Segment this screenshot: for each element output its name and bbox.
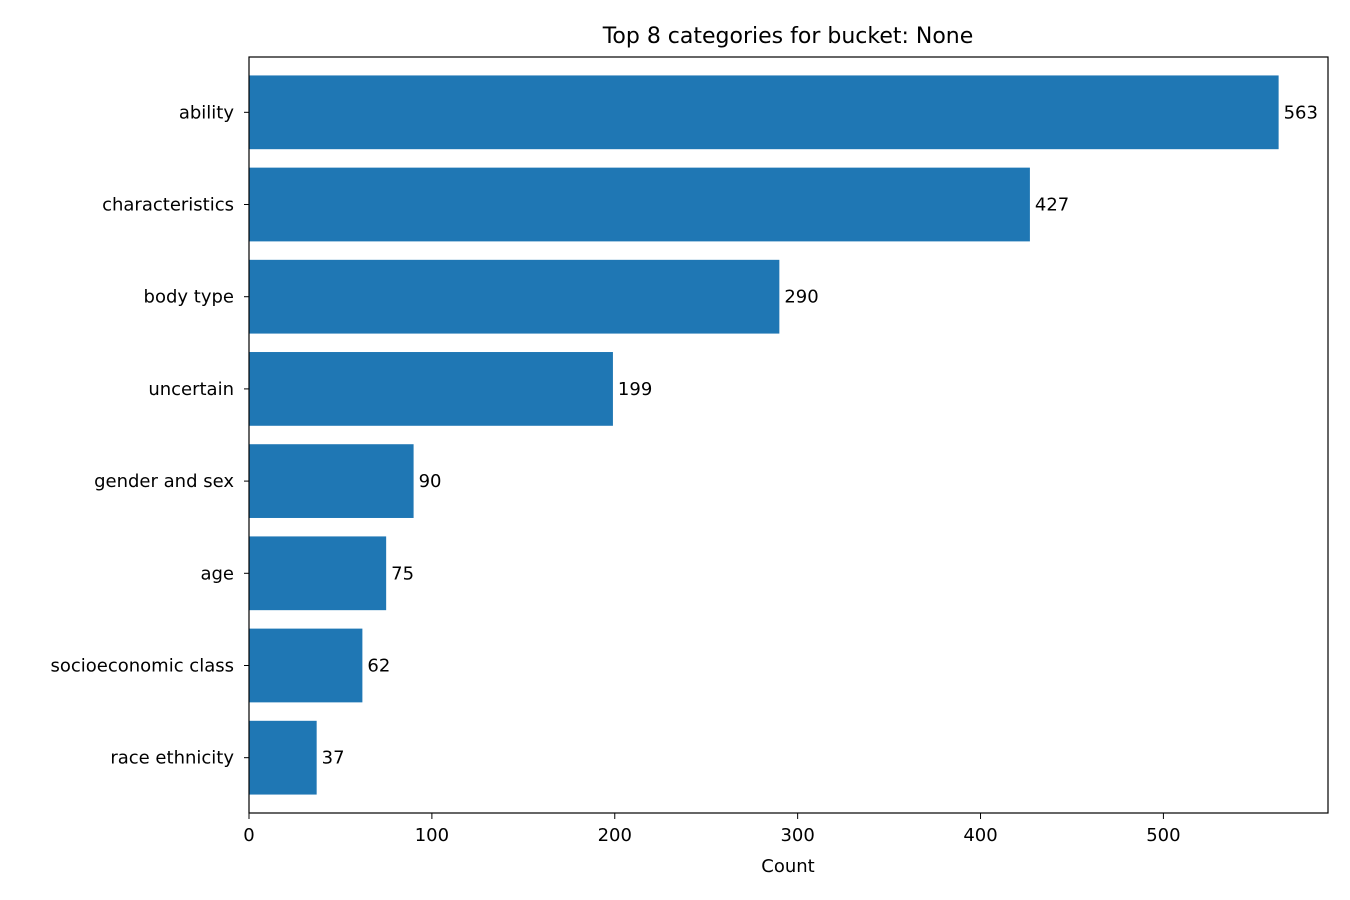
y-tick-label: age — [200, 563, 234, 584]
bar-ability — [249, 75, 1279, 150]
data-label: 62 — [367, 655, 390, 676]
data-label: 427 — [1035, 195, 1069, 216]
y-tick-label: characteristics — [102, 195, 234, 216]
data-label: 37 — [322, 748, 345, 769]
y-tick-label: socioeconomic class — [50, 655, 234, 676]
y-tick-label: uncertain — [148, 379, 234, 400]
data-label: 90 — [419, 471, 442, 492]
bar-characteristics — [249, 167, 1030, 242]
data-label: 75 — [391, 563, 414, 584]
axes-frame — [248, 56, 1329, 814]
bar-uncertain — [249, 352, 613, 426]
plot-area: ability 563 characteristics 427 body type 290… — [50, 56, 1329, 846]
x-tick-label: 100 — [415, 825, 449, 846]
x-axis-label: Count — [761, 856, 814, 877]
x-tick-label: 500 — [1146, 825, 1180, 846]
bar-race-ethnicity — [249, 720, 317, 795]
x-tick-label: 0 — [243, 825, 254, 846]
x-tick-label: 200 — [598, 825, 632, 846]
data-label: 199 — [618, 379, 652, 400]
bar-gender-and-sex — [249, 444, 414, 518]
y-tick-label: body type — [144, 287, 234, 308]
y-tick-label: gender and sex — [94, 471, 234, 492]
bar-body-type — [249, 259, 780, 334]
bar-age — [249, 536, 387, 611]
data-label: 563 — [1284, 102, 1318, 123]
x-tick-label: 400 — [963, 825, 997, 846]
y-tick-label: race ethnicity — [110, 748, 234, 769]
chart-title: Top 8 categories for bucket: None — [602, 24, 974, 49]
bar-socioeconomic-class — [249, 628, 363, 703]
data-label: 290 — [784, 287, 818, 308]
x-tick-label: 300 — [780, 825, 814, 846]
y-tick-label: ability — [179, 102, 235, 123]
